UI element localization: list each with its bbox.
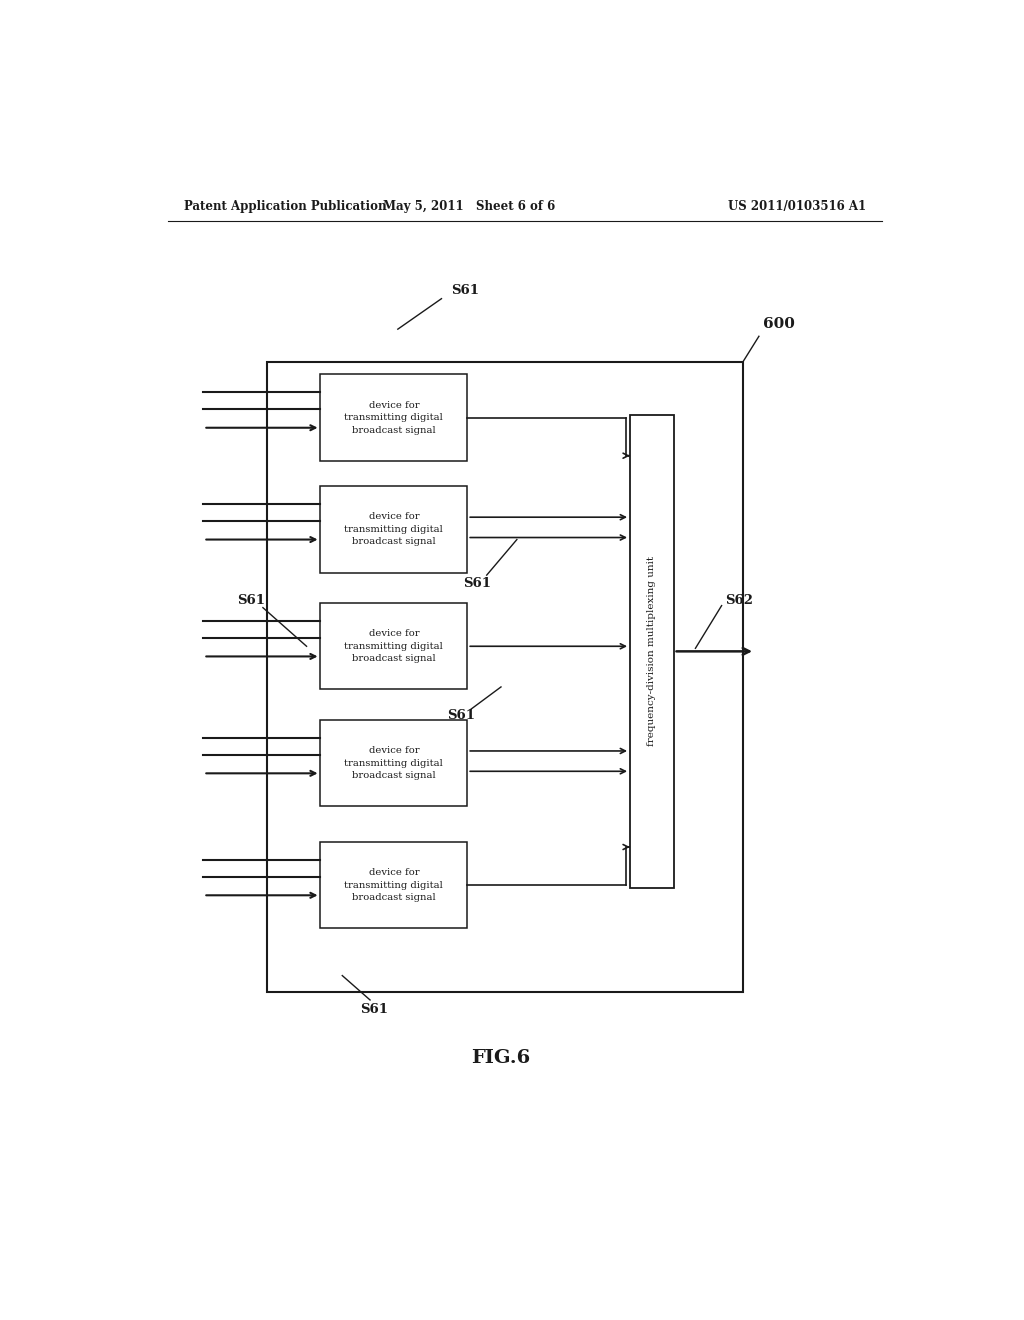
- Text: S61: S61: [463, 577, 492, 590]
- Bar: [321, 375, 467, 461]
- Text: device for
transmitting digital
broadcast signal: device for transmitting digital broadcas…: [344, 746, 443, 780]
- Text: FIG.6: FIG.6: [471, 1049, 530, 1067]
- Bar: [321, 842, 467, 928]
- Text: device for
transmitting digital
broadcast signal: device for transmitting digital broadcas…: [344, 630, 443, 663]
- Text: S62: S62: [725, 594, 753, 607]
- Bar: [267, 362, 743, 991]
- Bar: [630, 414, 674, 887]
- Text: device for
transmitting digital
broadcast signal: device for transmitting digital broadcas…: [344, 512, 443, 546]
- Text: 600: 600: [763, 317, 795, 331]
- Text: Patent Application Publication: Patent Application Publication: [183, 199, 386, 213]
- Text: device for
transmitting digital
broadcast signal: device for transmitting digital broadcas…: [344, 400, 443, 434]
- Text: S61: S61: [360, 1003, 388, 1015]
- Text: device for
transmitting digital
broadcast signal: device for transmitting digital broadcas…: [344, 869, 443, 902]
- Text: S61: S61: [452, 284, 479, 297]
- Text: frequency-division multiplexing unit: frequency-division multiplexing unit: [647, 556, 656, 746]
- Text: S61: S61: [447, 709, 475, 722]
- Bar: [321, 719, 467, 807]
- Bar: [321, 603, 467, 689]
- Text: US 2011/0103516 A1: US 2011/0103516 A1: [728, 199, 866, 213]
- Text: S61: S61: [237, 594, 265, 607]
- Text: May 5, 2011   Sheet 6 of 6: May 5, 2011 Sheet 6 of 6: [383, 199, 555, 213]
- Bar: [321, 486, 467, 573]
